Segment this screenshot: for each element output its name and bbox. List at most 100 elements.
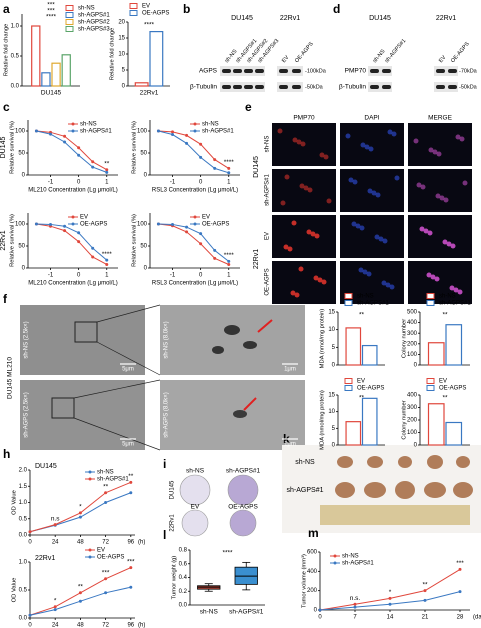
- kda-label: -50kDa: [459, 84, 478, 90]
- legend-swatch: [65, 26, 74, 32]
- cell: [413, 138, 419, 144]
- panel-label: d: [333, 2, 340, 16]
- cell: [375, 192, 381, 198]
- line: [36, 223, 108, 261]
- em-image: [160, 380, 305, 450]
- plate-label: sh-AGPS#1: [226, 468, 261, 475]
- y-tick-label: 0.5: [19, 516, 28, 522]
- bar: [345, 421, 362, 446]
- cell: [385, 282, 391, 288]
- y-tick-label: 100: [407, 430, 418, 436]
- bar: [427, 342, 445, 366]
- legend-label: sh-AGPS#1: [97, 477, 129, 483]
- x-tick-label: -1: [48, 180, 54, 186]
- point: [28, 530, 32, 534]
- x-tick-label: 0: [28, 540, 32, 546]
- cell: [394, 175, 400, 181]
- legend-label: sh-AGPS#1: [357, 301, 389, 307]
- group-label: 22Rv1: [0, 230, 7, 250]
- bar: [134, 82, 149, 87]
- blot-strip: [368, 82, 392, 92]
- bar: [345, 327, 362, 366]
- point: [129, 480, 133, 484]
- legend-swatch: [193, 129, 197, 133]
- panel-label: f: [3, 292, 8, 306]
- blot-strip: [434, 82, 458, 92]
- zoom-line: [73, 417, 161, 451]
- x-tick-label: 14: [387, 615, 394, 621]
- blot-strip: [277, 82, 303, 92]
- point: [63, 140, 67, 144]
- cell: [326, 198, 332, 204]
- point: [105, 262, 109, 266]
- point: [199, 232, 203, 236]
- plate: [227, 474, 259, 506]
- x-tick-label: 48: [77, 540, 84, 546]
- row-label: sh-AGPS#1: [287, 487, 324, 494]
- x-tick-label: -1: [170, 273, 176, 279]
- fluorescence-image: [408, 123, 472, 166]
- legend-swatch: [426, 385, 435, 391]
- cell: [443, 197, 449, 203]
- legend-label: sh-AGPS#2: [78, 20, 110, 26]
- cell: [368, 146, 374, 152]
- y-tick-label: 0: [332, 443, 336, 449]
- legend-label: EV: [357, 379, 365, 385]
- fluorescence-image: [340, 123, 404, 166]
- y-tick-label: 0.0: [19, 616, 28, 622]
- bar: [41, 72, 51, 87]
- row-label: sh-NS: [265, 136, 271, 153]
- scale-label: 1μm: [284, 442, 296, 448]
- group-label: DU145: [0, 137, 7, 159]
- cell: [459, 136, 465, 142]
- y-tick-label: 5: [332, 426, 336, 432]
- point: [49, 132, 52, 136]
- point: [199, 155, 203, 159]
- point: [213, 256, 217, 260]
- cell: [319, 152, 325, 158]
- point: [171, 130, 174, 134]
- point: [34, 222, 38, 226]
- bar: [427, 403, 445, 446]
- panel-label: a: [3, 2, 10, 16]
- point: [78, 599, 82, 603]
- y-tick-label: 300: [407, 331, 418, 337]
- legend-swatch: [71, 222, 75, 226]
- cell: [290, 290, 296, 296]
- x-tick-label: 0: [199, 273, 203, 279]
- point: [318, 608, 322, 612]
- point: [353, 605, 357, 609]
- cell: [434, 276, 440, 282]
- legend-swatch: [193, 215, 197, 219]
- y-tick-label: 10: [328, 409, 335, 415]
- cell: [436, 151, 442, 157]
- blot-strip: [368, 66, 392, 76]
- legend-label: OE-AGPS: [80, 222, 107, 228]
- x-tick-label: 72: [102, 623, 109, 628]
- significance: **: [128, 473, 134, 480]
- point: [213, 248, 217, 252]
- point: [104, 491, 108, 495]
- legend-swatch: [344, 300, 353, 306]
- point: [53, 523, 57, 527]
- significance: **: [442, 395, 448, 402]
- y-tick-label: 100: [407, 352, 418, 358]
- y-tick-label: 10: [118, 52, 125, 58]
- significance: n.s: [51, 515, 60, 522]
- plate: [179, 474, 211, 506]
- cell: [449, 285, 455, 291]
- em-image: [20, 305, 145, 375]
- cell: [300, 141, 306, 147]
- y-tick-label: 0.5: [11, 54, 20, 60]
- bar: [31, 25, 41, 87]
- cell: [430, 274, 436, 280]
- cell-line-label: 22Rv1: [170, 514, 176, 532]
- line: [36, 130, 107, 171]
- y-tick-label: 0: [414, 443, 418, 449]
- arrow: [257, 319, 273, 333]
- y-tick-label: 100: [137, 222, 148, 228]
- image-label: sh-AGPS (2.5k×): [24, 392, 30, 438]
- y-tick-label: 5: [122, 68, 126, 74]
- y-axis-label: Colony number: [402, 319, 408, 358]
- legend-label: EV: [80, 215, 88, 221]
